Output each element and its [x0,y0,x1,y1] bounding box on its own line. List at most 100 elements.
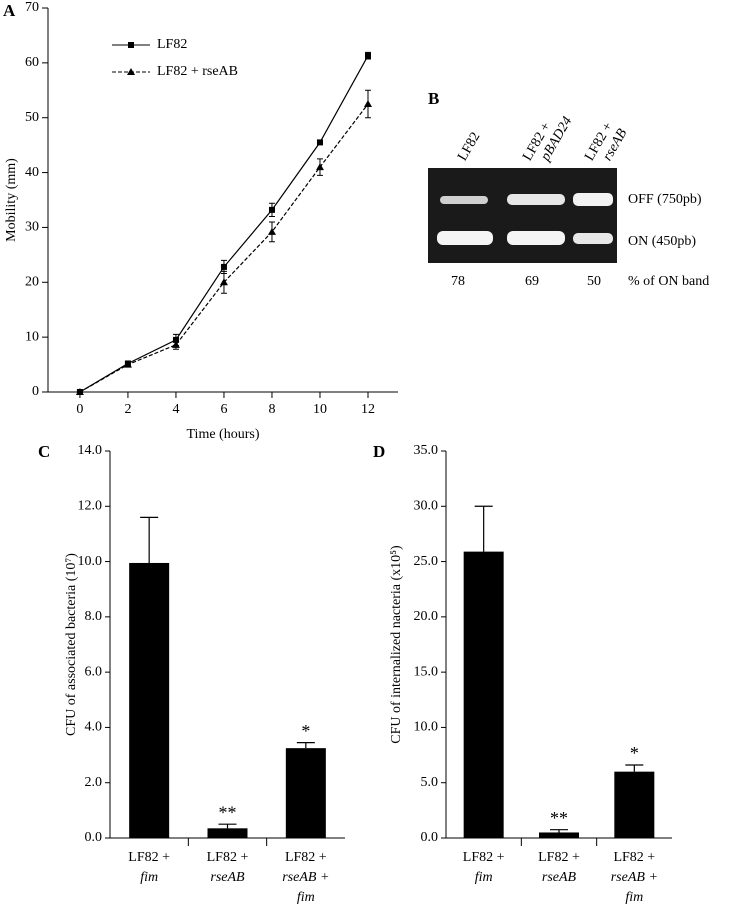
marker [364,52,371,59]
x-tick-label: rseAB [542,870,577,885]
x-tick-label: rseAB [210,870,245,885]
line [79,55,369,393]
panel-letter: B [428,89,439,108]
marker [172,336,179,343]
x-tick-label: LF82 + [207,850,249,865]
error-bar [296,742,315,749]
y-tick-label: 2.0 [85,775,103,790]
bar [129,562,170,838]
x-tick-label: 10 [313,402,327,417]
error-bar [218,823,237,829]
error-bar [550,829,568,833]
line [79,103,369,393]
x-tick-label: 0 [76,402,83,417]
error-bar [474,505,493,552]
x-tick-label: 6 [220,402,227,417]
bar [539,832,579,838]
x-tick-label: rseAB + [611,870,658,885]
bar [207,828,248,838]
marker [220,263,227,270]
percentage-label: 50 [587,274,601,289]
gel-background [428,168,617,263]
x-tick-label: 2 [124,402,131,417]
y-tick-label: 40 [25,165,39,180]
marker [123,360,132,368]
percentage-label: 78 [451,274,465,289]
significance-label: ** [550,808,568,828]
marker [267,227,276,235]
bar [285,748,326,838]
y-tick-label: 30.0 [414,499,439,514]
percent-caption: % of ON band [628,274,709,289]
y-tick-label: 60 [25,55,39,70]
marker [363,100,372,107]
gel-band [507,231,565,245]
marker [127,68,135,75]
x-tick-label: 12 [361,402,375,417]
y-tick-label: 50 [25,110,39,125]
y-tick-label: 6.0 [85,664,103,679]
y-tick-label: 70 [25,0,39,15]
x-axis-label: Time (hours) [187,427,260,442]
x-tick-label: LF82 + [128,850,170,865]
legend-label: LF82 + rseAB [157,64,238,79]
bar [463,551,504,838]
gel-band [437,231,493,245]
gel-band [440,196,488,204]
y-tick-label: 10 [25,329,39,344]
y-tick-label: 0.0 [85,830,103,845]
marker [268,206,275,213]
legend-label: LF82 [157,37,187,52]
band-label: OFF (750pb) [628,192,702,207]
marker [75,388,84,395]
y-tick-label: 20 [25,275,39,290]
gel-band [507,194,565,205]
y-tick-label: 4.0 [85,720,103,735]
y-axis-label: CFU of internalized nacteria (x10⁵) [389,545,404,744]
panel-letter: D [373,442,385,461]
x-tick-label: fim [297,890,315,905]
panel-letter: A [3,1,16,20]
y-tick-label: 20.0 [414,609,439,624]
y-tick-label: 12.0 [78,499,103,514]
y-tick-label: 35.0 [414,443,439,458]
y-tick-label: 10.0 [78,554,103,569]
gel-band [573,193,613,206]
y-axis-label: CFU of associated bacteria (10⁷) [64,553,79,736]
x-tick-label: fim [475,870,493,885]
marker [316,139,323,146]
y-tick-label: 0 [32,384,39,399]
y-tick-label: 5.0 [421,775,439,790]
y-axis-label: Mobility (mm) [4,158,19,242]
marker [128,42,134,48]
significance-label: ** [219,802,237,822]
gel-band [573,233,613,244]
percentage-label: 69 [525,274,539,289]
lane-label: LF82 [455,130,483,164]
x-tick-label: fim [625,890,643,905]
x-tick-label: LF82 + [285,850,327,865]
panel-letter: C [38,442,50,461]
y-tick-label: 30 [25,220,39,235]
x-tick-label: LF82 + [463,850,505,865]
y-tick-label: 14.0 [78,443,103,458]
marker [315,163,324,171]
y-tick-label: 25.0 [414,554,439,569]
gel-image [428,168,617,263]
marker [219,278,228,286]
x-tick-label: 4 [172,402,179,417]
y-tick-label: 8.0 [85,609,103,624]
band-label: ON (450pb) [628,234,696,249]
error-bar [625,764,644,772]
y-tick-label: 15.0 [414,664,439,679]
significance-label: * [630,743,639,763]
y-tick-label: 10.0 [414,720,439,735]
x-tick-label: LF82 + [538,850,580,865]
x-tick-label: rseAB + [282,870,329,885]
error-bar [140,516,159,563]
bar [614,771,655,838]
x-tick-label: 8 [268,402,275,417]
x-tick-label: fim [140,870,158,885]
significance-label: * [301,721,310,741]
